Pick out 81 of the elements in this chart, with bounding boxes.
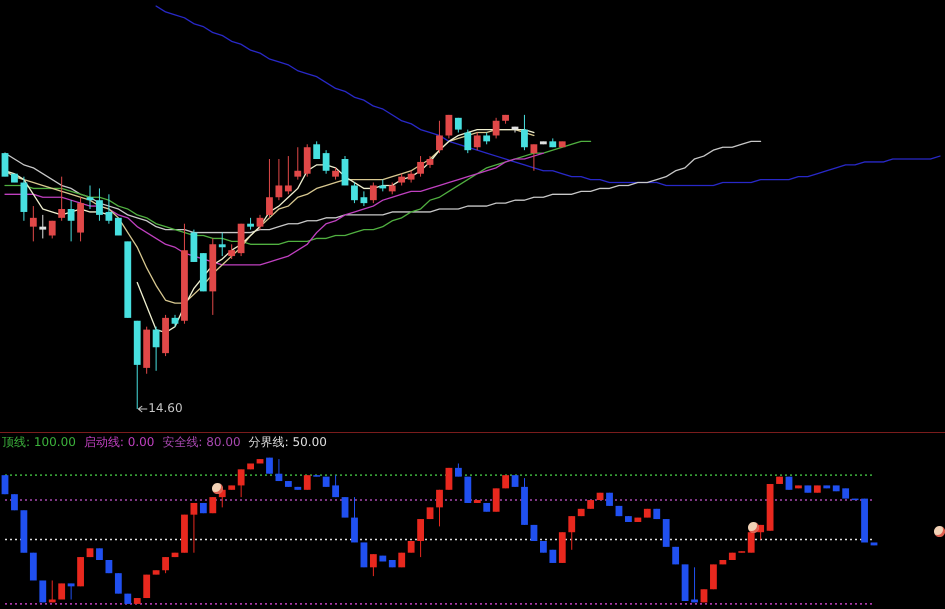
candlestick bbox=[256, 214, 264, 230]
candlestick bbox=[512, 474, 518, 488]
candlestick bbox=[2, 474, 8, 495]
candlestick bbox=[417, 518, 424, 558]
candlestick bbox=[124, 593, 132, 604]
candlestick bbox=[284, 156, 292, 195]
candlestick bbox=[483, 132, 490, 145]
candlestick bbox=[426, 156, 434, 168]
candlestick bbox=[48, 220, 56, 239]
candlestick bbox=[436, 120, 443, 154]
candlestick bbox=[39, 580, 46, 603]
candlestick bbox=[172, 314, 178, 328]
text: 安全线: 80.00 bbox=[162, 435, 241, 450]
candlestick bbox=[48, 580, 56, 603]
candlestick bbox=[114, 572, 122, 594]
candlestick bbox=[398, 552, 406, 568]
candlestick bbox=[304, 474, 311, 490]
candlestick bbox=[247, 217, 254, 230]
candlestick bbox=[152, 326, 160, 372]
candlestick bbox=[322, 150, 330, 174]
candlestick bbox=[11, 494, 18, 511]
candlestick bbox=[786, 476, 792, 490]
candlestick bbox=[106, 560, 112, 574]
candlestick bbox=[266, 457, 273, 474]
candlestick bbox=[502, 474, 510, 489]
candlestick bbox=[370, 554, 377, 577]
candlestick bbox=[86, 184, 94, 210]
candlestick bbox=[398, 173, 406, 186]
candlestick bbox=[454, 117, 462, 134]
candlestick bbox=[379, 179, 386, 192]
candlestick bbox=[190, 502, 198, 554]
candlestick bbox=[388, 182, 396, 195]
candlestick bbox=[700, 588, 708, 603]
candlestick bbox=[530, 144, 538, 172]
candlestick bbox=[436, 489, 443, 527]
candlestick bbox=[606, 492, 613, 506]
candlestick bbox=[445, 114, 452, 139]
candlestick bbox=[30, 206, 37, 242]
candlestick bbox=[691, 566, 698, 603]
candlestick bbox=[454, 462, 462, 478]
candlestick bbox=[322, 476, 330, 488]
candlestick bbox=[58, 176, 66, 222]
candlestick bbox=[68, 200, 75, 242]
candlestick bbox=[370, 182, 377, 204]
text: 分界线: 50.00 bbox=[248, 435, 327, 450]
candlestick bbox=[521, 114, 528, 151]
candlestick bbox=[276, 458, 282, 482]
annotation: 14.60 bbox=[148, 401, 183, 416]
candlestick bbox=[342, 496, 348, 518]
candlestick bbox=[68, 582, 75, 600]
candlestick bbox=[530, 524, 538, 542]
text: 启动线: 0.00 bbox=[84, 435, 154, 450]
candlestick bbox=[143, 574, 150, 599]
text: 顶线: 100.00 bbox=[2, 435, 76, 450]
candlestick bbox=[266, 158, 273, 218]
candlestick bbox=[748, 532, 755, 554]
candlestick bbox=[360, 190, 368, 207]
candlestick bbox=[672, 546, 680, 565]
candlestick bbox=[332, 167, 339, 180]
candlestick bbox=[417, 156, 424, 178]
candlestick bbox=[568, 516, 576, 550]
candlestick bbox=[58, 582, 66, 600]
candlestick bbox=[446, 467, 452, 490]
candlestick bbox=[464, 129, 472, 154]
candlestick bbox=[313, 140, 320, 160]
candlestick bbox=[474, 132, 481, 151]
candlestick bbox=[351, 182, 358, 204]
candlestick bbox=[162, 556, 169, 574]
candlestick bbox=[209, 496, 216, 514]
candlestick bbox=[332, 474, 339, 498]
candlestick bbox=[39, 214, 46, 239]
candlestick bbox=[96, 188, 103, 222]
candlestick bbox=[408, 170, 415, 184]
candlestick bbox=[275, 158, 282, 201]
candlestick bbox=[492, 117, 500, 139]
candlestick bbox=[105, 194, 112, 224]
candlestick bbox=[228, 244, 236, 260]
candlestick bbox=[2, 152, 8, 178]
candlestick bbox=[238, 468, 245, 498]
candlestick bbox=[114, 217, 122, 236]
candlestick bbox=[549, 549, 556, 564]
